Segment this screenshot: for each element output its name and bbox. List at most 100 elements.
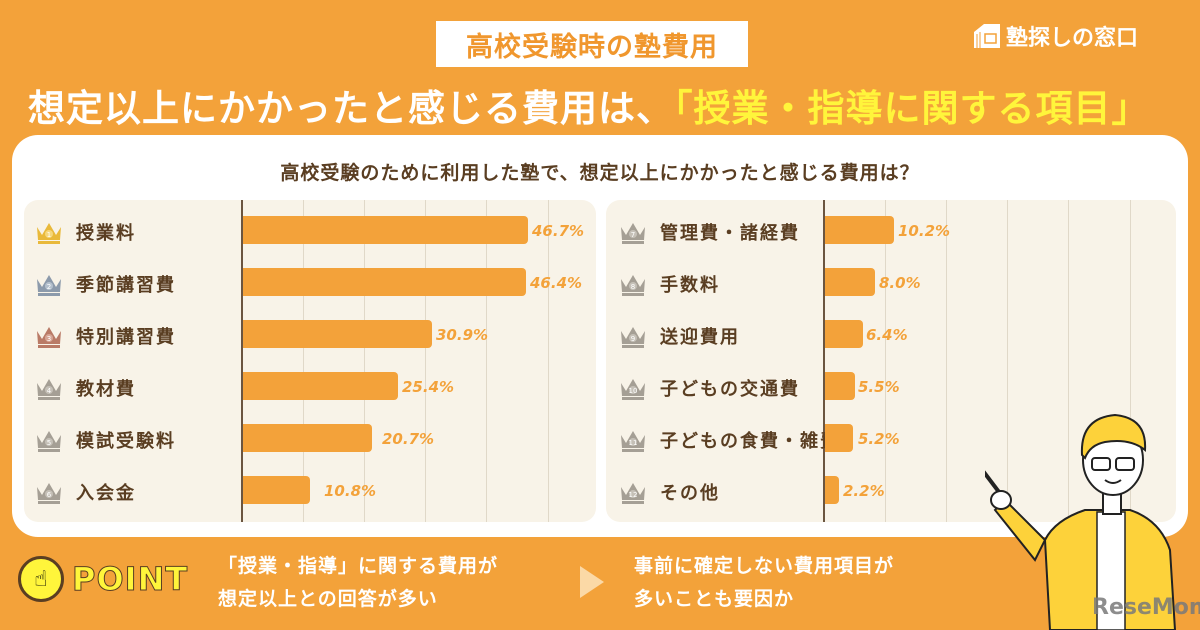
item-label: 入会金 (76, 483, 136, 504)
crown-icon: 12 (621, 483, 645, 504)
brand-logo: 塾探しの窓口 (972, 20, 1138, 52)
item-label: 送迎費用 (660, 327, 740, 348)
value-label: 10.2% (898, 222, 951, 240)
crown-icon: 10 (621, 379, 645, 400)
svg-text:12: 12 (629, 491, 638, 499)
chart-row: 9 送迎費用 (618, 321, 740, 351)
message-line: 事前に確定しない費用項目が (634, 555, 895, 577)
watermark: ReseMom (1092, 595, 1200, 620)
bar (243, 372, 398, 400)
bar (243, 320, 432, 348)
item-label: 特別講習費 (76, 327, 176, 348)
bar (825, 476, 839, 504)
value-label: 20.7% (382, 430, 435, 448)
crown-icon: 4 (37, 379, 61, 400)
bar (825, 268, 875, 296)
svg-text:2: 2 (47, 283, 51, 291)
value-label: 5.5% (858, 378, 900, 396)
svg-text:5: 5 (47, 439, 51, 447)
gridline (1007, 200, 1008, 522)
gridline (885, 200, 886, 522)
value-label: 5.2% (858, 430, 900, 448)
pointing-hand-icon: ☝ (18, 556, 64, 602)
item-label: 模試受験料 (76, 431, 176, 452)
chart-row: 4 教材費 (34, 373, 136, 403)
item-label: その他 (660, 483, 720, 504)
headline-main: 想定以上にかかったと感じる費用は、 (28, 87, 674, 130)
logo-text: 塾探しの窓口 (1006, 26, 1139, 51)
svg-text:8: 8 (631, 283, 635, 291)
gridline (548, 200, 549, 522)
item-label: 教材費 (76, 379, 136, 400)
point-label: POINT (71, 560, 189, 599)
gridline (303, 200, 304, 522)
svg-text:10: 10 (629, 387, 638, 395)
point-message-2: 事前に確定しない費用項目が 多いことも要因か (634, 550, 894, 616)
gridline (1130, 200, 1131, 522)
message-line: 多いことも要因か (634, 588, 795, 610)
chart-row: 1 授業料 (34, 217, 136, 247)
y-axis (823, 200, 825, 522)
headline-highlight: 「授業・指導に関する項目」 (674, 87, 1150, 130)
value-label: 2.2% (843, 482, 885, 500)
svg-text:1: 1 (47, 231, 51, 239)
value-label: 6.4% (866, 326, 908, 344)
chart-row: 2 季節講習費 (34, 269, 176, 299)
crown-icon: 11 (621, 431, 645, 452)
arrow-right-icon (580, 566, 604, 598)
y-axis (241, 200, 243, 522)
value-label: 8.0% (879, 274, 921, 292)
crown-icon: 6 (37, 483, 61, 504)
bar (825, 320, 863, 348)
item-label: 管理費・諸経費 (660, 223, 800, 244)
svg-text:9: 9 (631, 335, 635, 343)
chart-right: 7 管理費・諸経費 10.2% 8 手数料 8.0% 9 送迎費用 6.4% 1… (606, 200, 1176, 522)
crown-bronze-icon: 3 (37, 327, 61, 348)
item-label: 季節講習費 (76, 275, 176, 296)
value-label: 10.8% (324, 482, 377, 500)
crown-icon: 5 (37, 431, 61, 452)
chart-row: 10 子どもの交通費 (618, 373, 800, 403)
chart-left: 1 授業料 46.7% 2 季節講習費 46.4% 3 特別講習費 30.9% … (24, 200, 596, 522)
value-label: 46.4% (530, 274, 583, 292)
gridline (425, 200, 426, 522)
bar (243, 476, 310, 504)
item-label: 授業料 (76, 223, 136, 244)
message-line: 「授業・指導」に関する費用が (218, 555, 499, 577)
gridline (364, 200, 365, 522)
gridline (1068, 200, 1069, 522)
bar (243, 216, 528, 244)
value-label: 25.4% (402, 378, 455, 396)
chart-question: 高校受験のために利用した塾で、想定以上にかかったと感じる費用は？ (280, 162, 920, 184)
value-label: 46.7% (532, 222, 585, 240)
chart-row: 12 その他 (618, 477, 720, 507)
item-label: 手数料 (660, 275, 720, 296)
chart-row: 8 手数料 (618, 269, 720, 299)
value-label: 30.9% (436, 326, 489, 344)
gridline (946, 200, 947, 522)
school-house-icon (974, 24, 1000, 48)
bar (825, 424, 853, 452)
bar (825, 216, 894, 244)
chart-row: 5 模試受験料 (34, 425, 176, 455)
svg-text:6: 6 (47, 491, 52, 499)
svg-text:3: 3 (47, 335, 51, 343)
chart-row: 7 管理費・諸経費 (618, 217, 800, 247)
chart-row: 11 子どもの食費・雑費 (618, 425, 840, 455)
item-label: 子どもの食費・雑費 (660, 431, 840, 452)
svg-text:4: 4 (47, 387, 52, 395)
item-label: 子どもの交通費 (660, 379, 800, 400)
bar (243, 424, 372, 452)
subtitle-badge: 高校受験時の塾費用 (436, 21, 748, 67)
crown-icon: 7 (621, 223, 645, 244)
bar (243, 268, 526, 296)
chart-row: 6 入会金 (34, 477, 136, 507)
teacher-illustration-icon (985, 413, 1177, 630)
gridline (486, 200, 487, 522)
svg-text:11: 11 (629, 439, 638, 447)
crown-icon: 9 (621, 327, 645, 348)
headline: 想定以上にかかったと感じる費用は、「授業・指導に関する項目」 (28, 78, 1150, 132)
chart-row: 3 特別講習費 (34, 321, 176, 351)
crown-gold-icon: 1 (37, 223, 61, 244)
crown-icon: 8 (621, 275, 645, 296)
